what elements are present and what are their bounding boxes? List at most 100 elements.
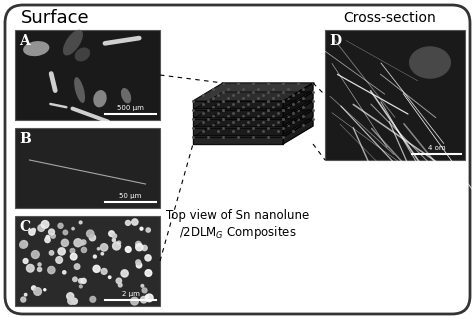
Bar <box>15 128 160 208</box>
Polygon shape <box>193 119 283 126</box>
Polygon shape <box>193 110 313 128</box>
Text: A: A <box>19 34 30 48</box>
Circle shape <box>109 231 114 236</box>
Circle shape <box>113 242 121 250</box>
Circle shape <box>19 241 26 248</box>
Circle shape <box>31 286 36 290</box>
FancyBboxPatch shape <box>5 5 470 314</box>
Bar <box>325 30 465 160</box>
Circle shape <box>89 234 95 241</box>
Circle shape <box>70 253 77 260</box>
Text: 50 μm: 50 μm <box>119 193 142 199</box>
Circle shape <box>72 227 74 230</box>
Text: Surface: Surface <box>21 9 89 27</box>
Circle shape <box>94 255 96 258</box>
Circle shape <box>70 249 75 253</box>
Circle shape <box>31 251 39 258</box>
Text: 4 οm: 4 οm <box>428 145 446 151</box>
Polygon shape <box>193 110 283 117</box>
Circle shape <box>142 245 147 251</box>
Ellipse shape <box>23 41 49 56</box>
Circle shape <box>81 240 86 245</box>
Text: B: B <box>19 132 31 146</box>
Circle shape <box>101 253 104 255</box>
Circle shape <box>125 247 131 252</box>
Circle shape <box>74 264 80 269</box>
Circle shape <box>38 263 41 266</box>
Circle shape <box>121 270 128 277</box>
Circle shape <box>66 293 74 300</box>
Circle shape <box>101 269 107 274</box>
Bar <box>15 30 160 120</box>
Circle shape <box>140 227 143 230</box>
Polygon shape <box>193 92 313 110</box>
Polygon shape <box>193 101 313 119</box>
Circle shape <box>141 285 144 287</box>
Circle shape <box>41 220 49 228</box>
Text: Cross-section: Cross-section <box>343 11 437 25</box>
Polygon shape <box>193 128 283 135</box>
Text: 2 μm: 2 μm <box>122 291 140 297</box>
Polygon shape <box>193 101 283 108</box>
Circle shape <box>48 266 55 274</box>
Circle shape <box>108 276 111 278</box>
Circle shape <box>145 270 152 276</box>
Circle shape <box>32 228 36 232</box>
Circle shape <box>38 225 45 231</box>
Circle shape <box>112 234 116 238</box>
Ellipse shape <box>93 90 107 108</box>
Circle shape <box>63 271 66 274</box>
Text: C: C <box>19 220 30 234</box>
Ellipse shape <box>409 46 451 79</box>
Circle shape <box>21 297 26 302</box>
Circle shape <box>63 230 67 235</box>
Circle shape <box>136 260 141 265</box>
Ellipse shape <box>75 48 90 62</box>
Polygon shape <box>283 110 313 135</box>
Polygon shape <box>193 83 313 101</box>
Ellipse shape <box>74 77 85 103</box>
Circle shape <box>23 259 28 263</box>
Circle shape <box>48 229 55 235</box>
Ellipse shape <box>63 30 83 56</box>
Circle shape <box>146 228 151 232</box>
Circle shape <box>24 293 27 296</box>
Circle shape <box>27 264 34 272</box>
Circle shape <box>79 285 82 288</box>
Circle shape <box>142 288 147 293</box>
Text: D: D <box>329 34 341 48</box>
Circle shape <box>93 265 100 272</box>
Circle shape <box>38 267 42 271</box>
Polygon shape <box>283 83 313 108</box>
Circle shape <box>141 296 147 303</box>
Circle shape <box>112 239 115 242</box>
Circle shape <box>29 229 35 235</box>
Circle shape <box>61 239 68 246</box>
Circle shape <box>58 223 63 228</box>
Circle shape <box>74 239 82 247</box>
Polygon shape <box>193 119 313 137</box>
Circle shape <box>136 244 143 251</box>
Circle shape <box>145 255 151 261</box>
Circle shape <box>58 248 65 255</box>
Circle shape <box>49 251 54 255</box>
Circle shape <box>79 221 82 224</box>
Circle shape <box>131 297 138 305</box>
Polygon shape <box>283 101 313 126</box>
Circle shape <box>81 247 86 253</box>
Circle shape <box>20 241 28 248</box>
Circle shape <box>56 257 63 263</box>
Circle shape <box>80 242 84 245</box>
Circle shape <box>71 298 77 304</box>
Text: 500 μm: 500 μm <box>117 105 144 111</box>
Circle shape <box>73 277 77 282</box>
Circle shape <box>34 288 41 295</box>
Circle shape <box>125 220 131 225</box>
Circle shape <box>90 296 95 302</box>
Ellipse shape <box>121 88 131 103</box>
Circle shape <box>118 283 122 287</box>
Circle shape <box>100 244 108 251</box>
Text: Top view of Sn nanolune
/2DLM$_G$ Composites: Top view of Sn nanolune /2DLM$_G$ Compos… <box>166 209 310 241</box>
Circle shape <box>145 294 153 302</box>
Circle shape <box>145 295 149 299</box>
